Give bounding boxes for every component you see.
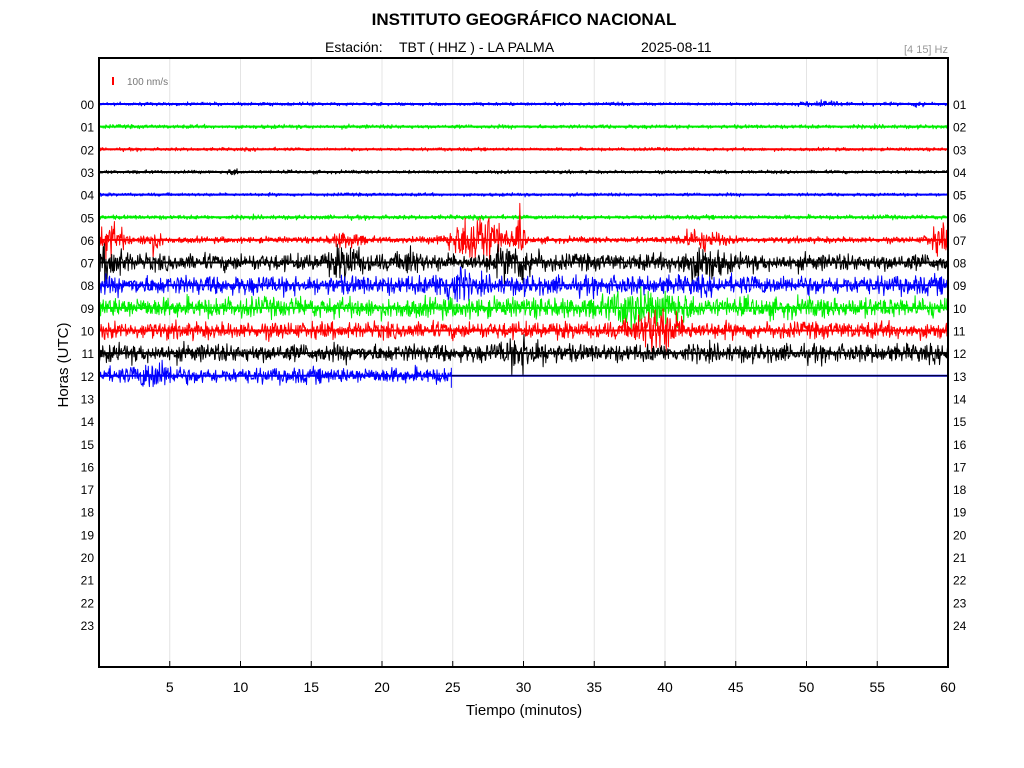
y-tick-label-right: 10: [953, 302, 967, 316]
y-tick-label-left: 05: [81, 211, 95, 225]
x-axis-label: Tiempo (minutos): [466, 702, 582, 719]
y-tick-label-right: 13: [953, 370, 967, 384]
y-tick-label-right: 02: [953, 121, 967, 135]
y-tick-label-right: 24: [953, 619, 967, 633]
y-tick-label-left: 00: [81, 98, 95, 112]
x-tick-label: 15: [303, 679, 319, 695]
y-tick-label-left: 03: [81, 166, 95, 180]
x-tick-label: 35: [586, 679, 602, 695]
y-tick-label-left: 14: [81, 415, 95, 429]
y-axis-label: Horas (UTC): [55, 322, 72, 407]
x-tick-label: 45: [728, 679, 744, 695]
y-tick-label-right: 15: [953, 415, 967, 429]
y-tick-label-left: 21: [81, 574, 95, 588]
y-tick-label-right: 23: [953, 596, 967, 610]
y-tick-label-right: 21: [953, 551, 967, 565]
x-tick-labels: 5 10 15 20 25 30 35 40 45 50 55 60: [166, 661, 956, 695]
x-tick-label: 50: [799, 679, 815, 695]
y-tick-label-right: 20: [953, 528, 967, 542]
amplitude-scale: 100 nm/s: [112, 77, 168, 88]
y-tick-label-left: 04: [81, 189, 95, 203]
y-tick-label-left: 08: [81, 279, 95, 293]
y-tick-label-left: 13: [81, 392, 95, 406]
y-tick-label-right: 07: [953, 234, 967, 248]
y-tick-label-left: 17: [81, 483, 95, 497]
y-tick-label-right: 17: [953, 460, 967, 474]
y-tick-label-left: 18: [81, 506, 95, 520]
x-tick-label: 20: [374, 679, 390, 695]
y-tick-label-left: 20: [81, 551, 95, 565]
y-tick-label-left: 22: [81, 596, 95, 610]
chart-title: INSTITUTO GEOGRÁFICO NACIONAL: [372, 10, 677, 29]
y-tick-label-left: 11: [82, 347, 95, 361]
y-tick-label-right: 08: [953, 257, 967, 271]
trace-hour-07: [98, 243, 949, 286]
trace-hour-10: [98, 308, 949, 355]
y-tick-labels-right: 01 02 03 04 05 06 07 08 09 10 11 12 13 14 15 16 17 18 19 20…: [953, 98, 967, 633]
x-tick-label: 5: [166, 679, 174, 695]
y-tick-label-left: 07: [81, 257, 95, 271]
y-tick-label-left: 02: [81, 143, 95, 157]
y-tick-label-right: 22: [953, 574, 967, 588]
y-tick-labels-left: 00 01 02 03 04 05 06 07 08 09 10 11 12 13 14 15 16 17 18 19…: [81, 98, 95, 633]
y-tick-label-right: 05: [953, 189, 967, 203]
y-tick-label-left: 19: [81, 528, 95, 542]
y-tick-label-right: 19: [953, 506, 967, 520]
y-tick-label-right: 09: [953, 279, 967, 293]
y-tick-label-right: 01: [953, 98, 967, 112]
y-tick-label-right: 11: [953, 325, 966, 339]
x-tick-label: 30: [516, 679, 532, 695]
y-tick-label-left: 06: [81, 234, 95, 248]
y-tick-label-right: 06: [953, 211, 967, 225]
vertical-grid: [169, 58, 878, 667]
y-tick-label-right: 12: [953, 347, 967, 361]
y-tick-label-left: 23: [81, 619, 95, 633]
y-tick-label-left: 12: [81, 370, 95, 384]
y-tick-label-left: 15: [81, 438, 95, 452]
seismic-traces: [98, 99, 949, 388]
station-label: Estación:: [325, 39, 383, 55]
x-tick-label: 40: [657, 679, 673, 695]
y-tick-label-left: 16: [81, 460, 95, 474]
y-tick-label-left: 01: [81, 121, 95, 135]
y-tick-label-right: 14: [953, 392, 967, 406]
y-tick-label-left: 10: [81, 325, 95, 339]
y-tick-label-right: 18: [953, 483, 967, 497]
date-label: 2025-08-11: [641, 39, 712, 55]
x-tick-label: 10: [233, 679, 249, 695]
x-tick-label: 55: [869, 679, 885, 695]
y-tick-label-right: 03: [953, 143, 967, 157]
x-tick-label: 25: [445, 679, 461, 695]
filter-band-label: [4 15] Hz: [904, 44, 948, 56]
y-tick-label-right: 04: [953, 166, 967, 180]
y-tick-label-right: 16: [953, 438, 967, 452]
x-tick-label: 60: [940, 679, 956, 695]
scale-bar-marker: [112, 77, 114, 85]
y-tick-label-left: 09: [81, 302, 95, 316]
scale-bar-label: 100 nm/s: [127, 77, 168, 88]
station-name: TBT ( HHZ ) - LA PALMA: [399, 39, 555, 55]
